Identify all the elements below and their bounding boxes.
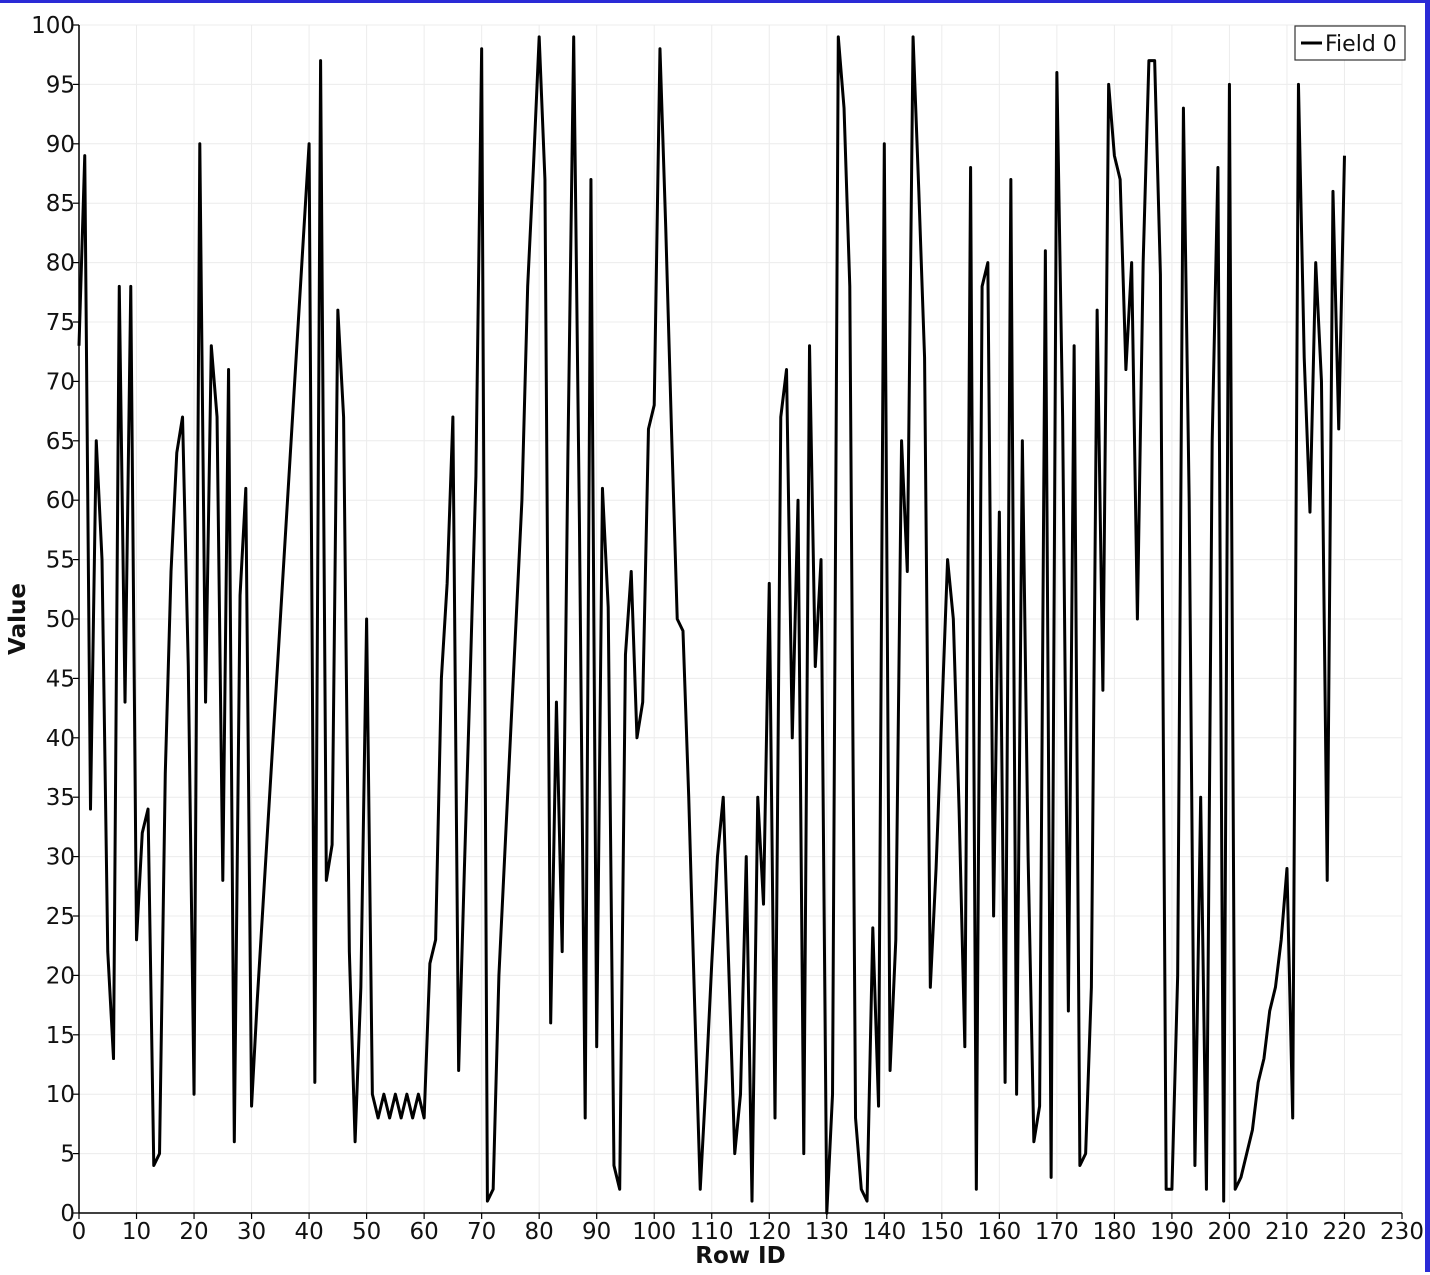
y-tick-label: 75 [46,310,75,336]
x-tick-label: 150 [920,1219,964,1245]
x-tick-label: 200 [1207,1219,1251,1245]
x-tick-label: 190 [1150,1219,1194,1245]
x-tick-label: 160 [977,1219,1021,1245]
x-tick-label: 210 [1265,1219,1309,1245]
y-tick-label: 55 [46,548,75,574]
x-tick-label: 140 [862,1219,906,1245]
series-line-field-0 [77,35,1346,1215]
x-tick-label: 0 [72,1219,87,1245]
x-tick-label: 100 [632,1219,676,1245]
y-tick-label: 0 [60,1201,75,1227]
y-tick-label: 45 [46,666,75,692]
y-tick-label: 70 [46,369,75,395]
series-layer [77,35,1346,1215]
y-tick-label: 10 [46,1082,75,1108]
x-tick-label: 70 [467,1219,496,1245]
legend-label-field-0: Field 0 [1325,32,1397,57]
y-tick-label: 35 [46,785,75,811]
y-tick-label: 25 [46,904,75,930]
y-tick-label: 15 [46,1023,75,1049]
x-tick-label: 180 [1092,1219,1136,1245]
x-tick-label: 120 [747,1219,791,1245]
y-tick-label: 90 [46,132,75,158]
y-tick-label: 5 [60,1142,75,1168]
y-tick-label: 40 [46,726,75,752]
x-tick-label: 170 [1035,1219,1079,1245]
x-tick-label: 230 [1380,1219,1424,1245]
x-tick-label: 10 [122,1219,151,1245]
y-tick-label: 85 [46,191,75,217]
legend: Field 0 [1294,25,1406,61]
y-tick-label: 20 [46,963,75,989]
y-tick-label: 95 [46,72,75,98]
x-tick-label: 220 [1323,1219,1367,1245]
x-tick-label: 90 [582,1219,611,1245]
x-tick-label: 130 [805,1219,849,1245]
x-tick-label: 110 [690,1219,734,1245]
y-tick-label: 80 [46,251,75,277]
line-chart: 0 10 20 30 40 50 60 70 80 90 100 110 120 130 140 150 160… [5,13,1424,1269]
y-tick-label: 100 [31,13,75,39]
y-tick-label: 30 [46,845,75,871]
x-tick-label: 50 [352,1219,381,1245]
axes: 0 10 20 30 40 50 60 70 80 90 100 110 120 130 140 150 160… [31,13,1424,1245]
y-tick-label: 50 [46,607,75,633]
x-tick-label: 60 [409,1219,438,1245]
y-tick-label: 60 [46,488,75,514]
x-axis-title: Row ID [695,1243,785,1269]
x-tick-label: 20 [179,1219,208,1245]
x-tick-label: 30 [237,1219,266,1245]
y-tick-label: 65 [46,429,75,455]
x-tick-label: 80 [525,1219,554,1245]
x-tick-label: 40 [294,1219,323,1245]
y-axis-title: Value [5,583,31,655]
